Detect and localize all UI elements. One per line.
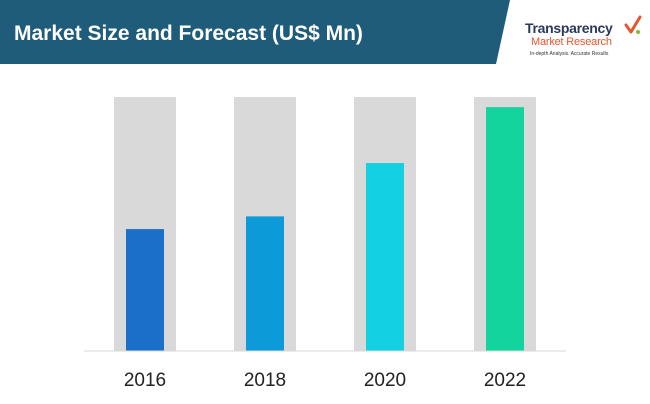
x-tick-label-2016: 2016 [124, 370, 166, 391]
x-tick-label-2018: 2018 [244, 370, 286, 391]
title-banner-background [0, 0, 510, 64]
chart-title: Market Size and Forecast (US$ Mn) [14, 22, 363, 45]
bar-2018 [246, 216, 284, 351]
bar-2016 [126, 229, 164, 351]
bar-2022 [486, 107, 524, 351]
x-tick-label-2020: 2020 [364, 370, 406, 391]
company-logo: Transparency Market Research In-depth An… [515, 4, 647, 64]
x-tick-label-2022: 2022 [484, 370, 526, 391]
title-banner: Market Size and Forecast (US$ Mn) [0, 0, 510, 64]
logo-line-primary: Transparency [525, 20, 613, 36]
checkmark-icon [624, 15, 642, 34]
logo-tagline: In-depth Analysis. Accurate Results [530, 51, 609, 57]
bar-2020 [366, 163, 404, 351]
logo-line-secondary: Market Research [531, 36, 612, 48]
